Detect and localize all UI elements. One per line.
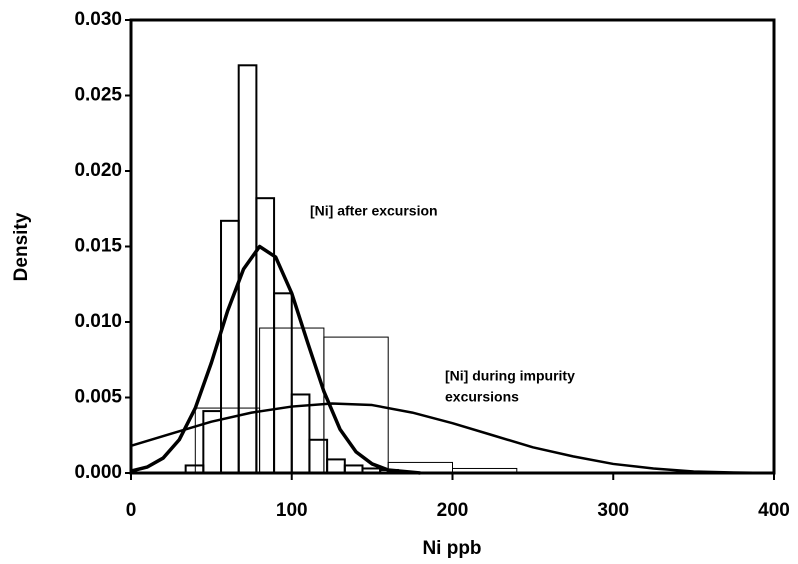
x-tick-label: 0 — [126, 500, 137, 521]
histogram-bar — [255, 197, 276, 474]
y-tick-label: 0.005 — [74, 387, 122, 408]
histogram-bar — [308, 438, 329, 474]
histogram-bar — [273, 292, 293, 474]
x-axis-title: Ni ppb — [422, 538, 481, 559]
y-tick-label: 0.010 — [74, 311, 122, 332]
y-tick-label: 0.020 — [74, 160, 122, 181]
annotation: [Ni] during impurity — [445, 368, 575, 384]
x-tick-label: 200 — [437, 500, 469, 521]
x-tick-label: 300 — [597, 500, 629, 521]
density-curve — [130, 244, 421, 475]
y-tick-label: 0.015 — [74, 236, 122, 257]
y-tick-label: 0.030 — [74, 9, 122, 30]
density-curve — [130, 402, 775, 475]
x-tick-label: 400 — [758, 500, 790, 521]
annotation: excursions — [445, 389, 519, 405]
x-tick-label: 100 — [276, 500, 308, 521]
y-tick-label: 0.000 — [74, 462, 122, 483]
annotation: [Ni] after excursion — [310, 203, 438, 219]
histogram-bar — [326, 458, 346, 475]
y-tick-label: 0.025 — [74, 85, 122, 106]
plot-frame — [129, 18, 776, 475]
y-axis-title: Density — [11, 212, 32, 281]
histogram-bar — [220, 219, 240, 474]
